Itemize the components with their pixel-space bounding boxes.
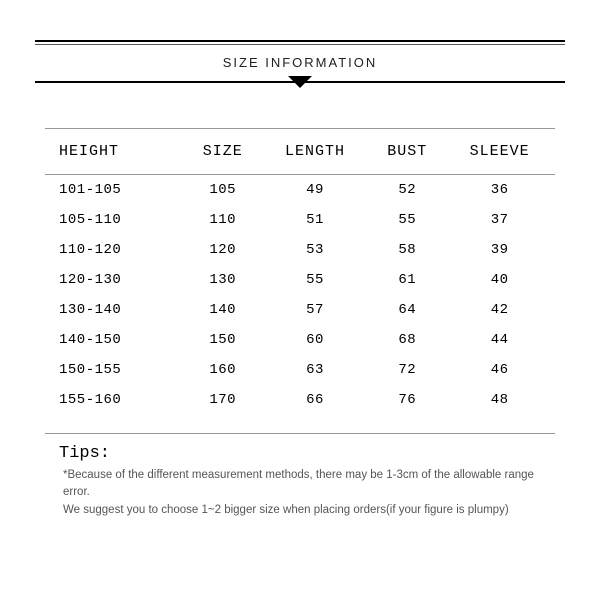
tips-title: Tips: [59, 444, 555, 463]
table-row: 150-155160637246 [45, 355, 555, 385]
table-row: 101-105105495236 [45, 175, 555, 206]
table-row: 155-160170667648 [45, 385, 555, 415]
col-size: SIZE [186, 129, 260, 175]
table-cell: 130 [186, 265, 260, 295]
table-cell: 40 [444, 265, 555, 295]
tips-divider [45, 433, 555, 434]
table-cell: 66 [260, 385, 371, 415]
table-cell: 44 [444, 325, 555, 355]
table-cell: 64 [370, 295, 444, 325]
table-cell: 42 [444, 295, 555, 325]
table-cell: 150-155 [45, 355, 186, 385]
table-row: 105-110110515537 [45, 205, 555, 235]
tips-text-1: *Because of the different measurement me… [59, 467, 555, 502]
table-row: 110-120120535839 [45, 235, 555, 265]
table-row: 120-130130556140 [45, 265, 555, 295]
table-cell: 170 [186, 385, 260, 415]
section-title: SIZE INFORMATION [223, 55, 378, 70]
table-cell: 58 [370, 235, 444, 265]
table-cell: 61 [370, 265, 444, 295]
col-bust: BUST [370, 129, 444, 175]
table-cell: 36 [444, 175, 555, 206]
table-cell: 130-140 [45, 295, 186, 325]
col-length: LENGTH [260, 129, 371, 175]
table-cell: 53 [260, 235, 371, 265]
table-cell: 55 [260, 265, 371, 295]
table-cell: 39 [444, 235, 555, 265]
table-row: 140-150150606844 [45, 325, 555, 355]
table-cell: 105 [186, 175, 260, 206]
table-cell: 68 [370, 325, 444, 355]
col-sleeve: SLEEVE [444, 129, 555, 175]
table-cell: 120-130 [45, 265, 186, 295]
table-cell: 55 [370, 205, 444, 235]
table-cell: 101-105 [45, 175, 186, 206]
table-cell: 49 [260, 175, 371, 206]
table-cell: 46 [444, 355, 555, 385]
table-cell: 110 [186, 205, 260, 235]
table-cell: 57 [260, 295, 371, 325]
table-cell: 150 [186, 325, 260, 355]
table-cell: 48 [444, 385, 555, 415]
table-cell: 140-150 [45, 325, 186, 355]
table-cell: 76 [370, 385, 444, 415]
table-cell: 60 [260, 325, 371, 355]
table-cell: 155-160 [45, 385, 186, 415]
table-header-row: HEIGHT SIZE LENGTH BUST SLEEVE [45, 129, 555, 175]
table-cell: 110-120 [45, 235, 186, 265]
table-cell: 140 [186, 295, 260, 325]
table-cell: 63 [260, 355, 371, 385]
table-cell: 105-110 [45, 205, 186, 235]
table-cell: 72 [370, 355, 444, 385]
size-table: HEIGHT SIZE LENGTH BUST SLEEVE 101-10510… [45, 128, 555, 415]
header-rule-thin [35, 44, 565, 45]
table-cell: 51 [260, 205, 371, 235]
tips-text-2: We suggest you to choose 1~2 bigger size… [59, 502, 555, 519]
table-cell: 120 [186, 235, 260, 265]
triangle-down-icon [288, 76, 312, 88]
table-cell: 37 [444, 205, 555, 235]
table-row: 130-140140576442 [45, 295, 555, 325]
table-cell: 52 [370, 175, 444, 206]
table-cell: 160 [186, 355, 260, 385]
header-rule-top [35, 40, 565, 42]
col-height: HEIGHT [45, 129, 186, 175]
